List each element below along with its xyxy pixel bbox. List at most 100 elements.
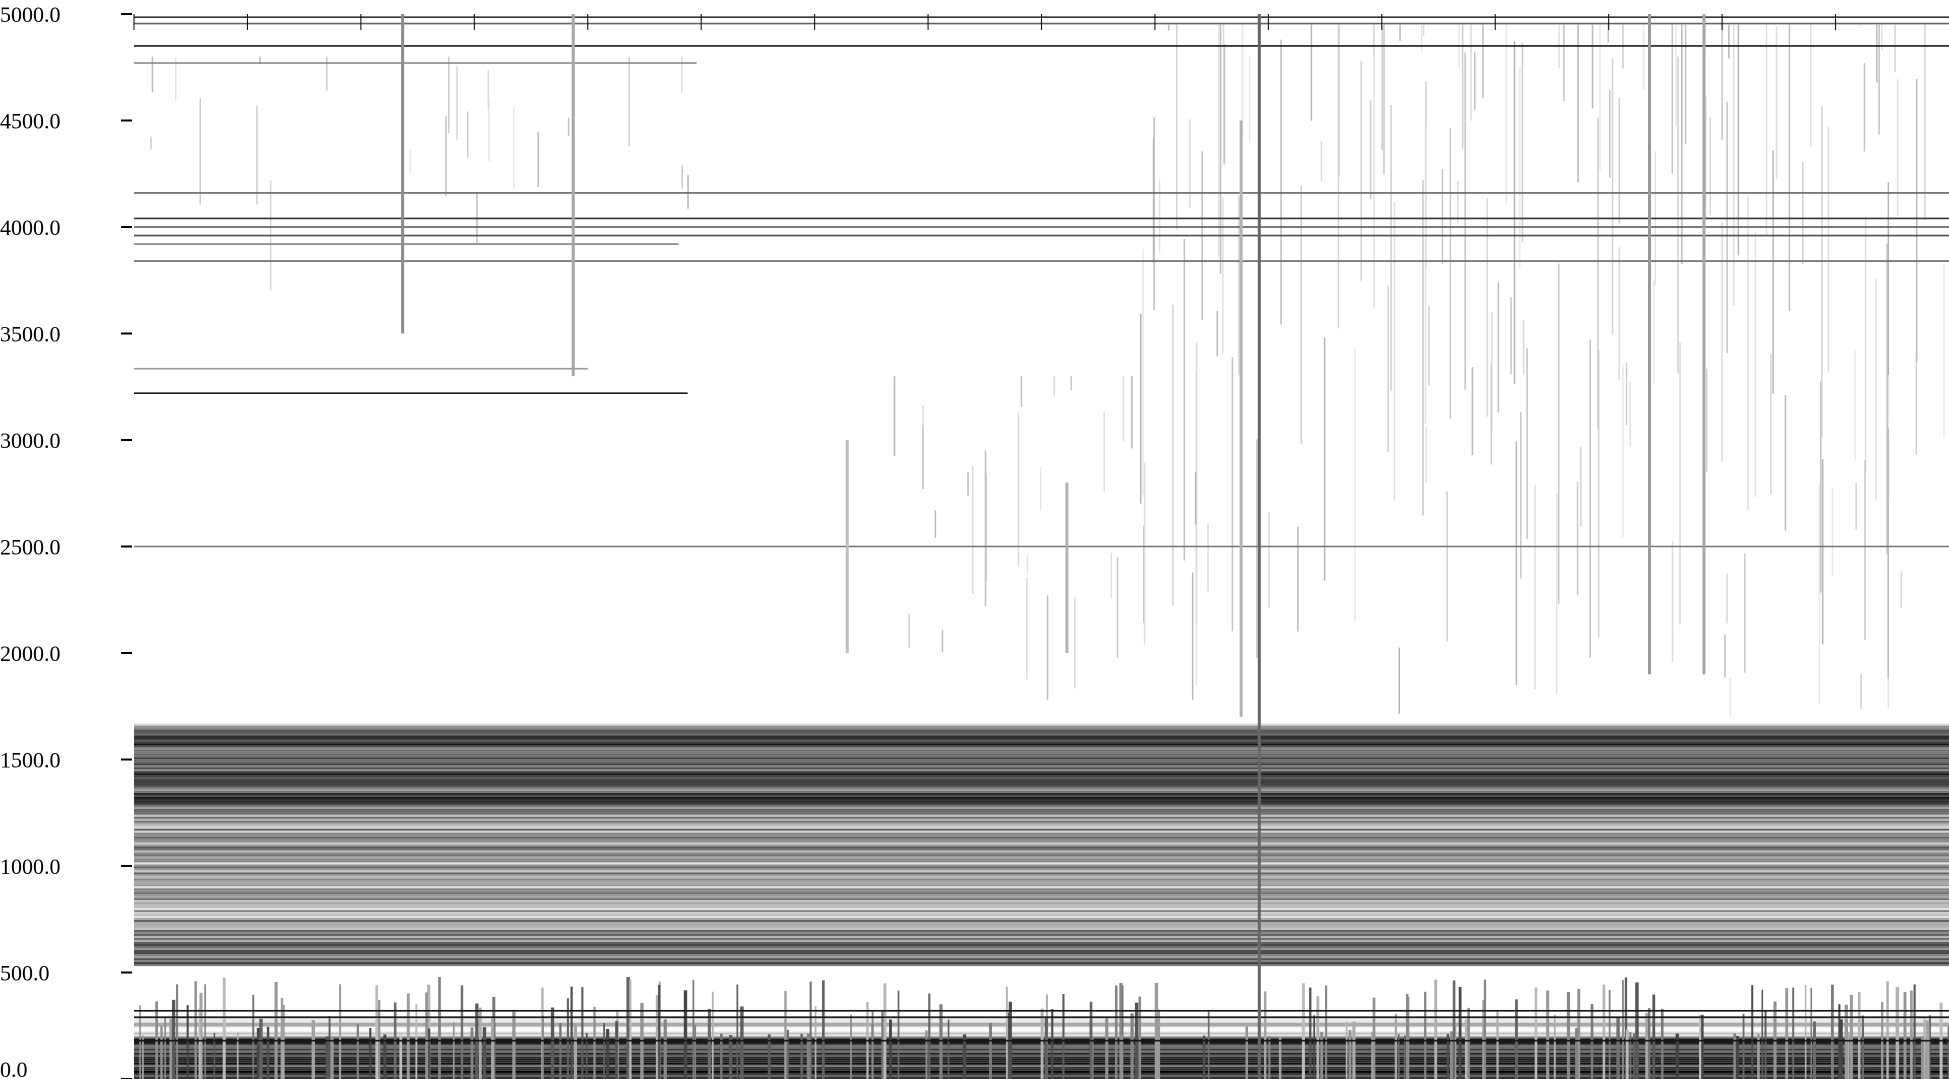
heatmap-cell-streak [1875, 278, 1877, 501]
heatmap-cell-streak [1062, 994, 1065, 1079]
heatmap-cell-streak [1839, 1019, 1843, 1079]
heatmap-cell-streak [1602, 984, 1606, 1079]
heatmap-cell-streak [1616, 1017, 1620, 1079]
y-tick-label: 3500.0 [0, 322, 61, 347]
heatmap-cell-row [134, 788, 1949, 791]
heatmap-cell-streak [1534, 484, 1536, 690]
heatmap-cell-row [134, 860, 1949, 863]
heatmap-cell-streak [1446, 1033, 1450, 1079]
heatmap-cell-streak [1855, 482, 1857, 530]
heatmap-cell-streak [1422, 24, 1425, 37]
heatmap-cell-streak [1183, 238, 1186, 561]
heatmap-cell-row [134, 800, 1949, 803]
heatmap-cell-row [134, 919, 1949, 922]
heatmap-vertical-lines [401, 14, 1706, 1079]
heatmap-cell-streak [1555, 493, 1558, 695]
heatmap-cell-streak [1381, 25, 1383, 150]
heatmap-cell-streak [1887, 182, 1890, 414]
heatmap-cell-streak [784, 990, 787, 1079]
heatmap-cell-streak [1497, 282, 1500, 413]
heatmap-cell-streak [482, 1027, 487, 1079]
heatmap-cell-streak [1886, 981, 1889, 1079]
heatmap-cell-streak [1943, 264, 1945, 438]
heatmap-cell-row [134, 731, 1949, 734]
heatmap-cell-row [134, 757, 1949, 760]
heatmap-cell-streak [1337, 24, 1340, 329]
heatmap-cell-streak [1195, 342, 1198, 624]
heatmap-cell-streak [356, 1023, 359, 1079]
heatmap-horizontal-lines [134, 16, 1949, 1042]
heatmap-cell-streak [1428, 306, 1430, 386]
heatmap-cell-streak [1878, 24, 1880, 135]
heatmap-cell-streak [1947, 1026, 1949, 1079]
heatmap-cell-streak [1770, 353, 1772, 495]
heatmap-cell-streak [1323, 337, 1326, 581]
heatmap-cell-streak [1660, 1008, 1664, 1079]
heatmap-cell-row [134, 808, 1949, 811]
heatmap-cell-streak [1280, 39, 1282, 325]
heatmap-cell-streak [1403, 1035, 1406, 1079]
heatmap-cell-streak [1130, 1013, 1134, 1079]
heatmap-cell-streak [800, 1033, 803, 1079]
heatmap-cell-streak [1597, 117, 1599, 430]
heatmap-cell-row [134, 939, 1949, 942]
heatmap-cell-streak [1482, 24, 1484, 99]
heatmap-cell-streak [445, 116, 447, 197]
heatmap-cell-streak [1207, 1011, 1210, 1079]
heatmap-cell-streak [1070, 376, 1072, 391]
y-tick-label: 5000.0 [0, 2, 61, 27]
heatmap-cell-row [134, 954, 1949, 957]
heatmap-cell-row [134, 769, 1949, 772]
heatmap-cell-streak [615, 1021, 619, 1079]
heatmap-cell-streak [871, 1010, 874, 1079]
heatmap-cell-row [134, 892, 1949, 895]
heatmap-cell-streak [1747, 195, 1749, 511]
heatmap-cell-streak [1167, 24, 1170, 31]
heatmap-cell-streak [542, 1015, 544, 1079]
heatmap-cell-row [134, 868, 1949, 871]
heatmap-cell-streak [1143, 526, 1145, 623]
heatmap-cell-streak [1245, 1026, 1249, 1079]
heatmap-cell-streak [683, 990, 688, 1079]
heatmap-cell-streak [1424, 991, 1427, 1079]
heatmap-cell-streak [425, 992, 428, 1079]
heatmap-cell-streak [1369, 100, 1372, 200]
heatmap-cell-row [134, 816, 1949, 819]
heatmap-cell-streak [989, 1022, 992, 1079]
heatmap-cell-streak [1929, 1015, 1931, 1079]
heatmap-cell-row [134, 737, 1949, 740]
heatmap-cell-row [134, 840, 1949, 843]
heatmap-cell-streak [325, 1036, 329, 1079]
heatmap-cell-streak [1313, 1015, 1315, 1079]
heatmap-cell-streak [1553, 1014, 1556, 1079]
heatmap-cell-streak [1589, 339, 1591, 658]
heatmap-cell-streak [1772, 150, 1774, 394]
heatmap-cell-row [134, 912, 1949, 915]
heatmap-cell-streak [1534, 987, 1538, 1079]
heatmap-cell-streak [1864, 216, 1867, 472]
heatmap-cell-streak [1399, 24, 1401, 41]
heatmap-cell-streak [925, 1030, 928, 1079]
heatmap-cell-streak [573, 1023, 578, 1079]
heatmap-cell-row [134, 958, 1949, 961]
heatmap-cell-streak [1241, 24, 1244, 135]
heatmap-cell-streak [1345, 1021, 1348, 1079]
heatmap-cell-row [134, 804, 1949, 807]
heatmap-cell-streak [1191, 572, 1194, 700]
y-tick-label: 500.0 [0, 961, 50, 986]
heatmap-cell-streak [550, 1007, 555, 1079]
heatmap-cell-streak [566, 998, 569, 1079]
heatmap-cell-streak [488, 100, 490, 162]
heatmap-cell-streak [171, 999, 176, 1079]
heatmap-cell-streak [814, 1006, 817, 1079]
heatmap-cell-row [134, 822, 1949, 825]
heatmap-cell-streak [1624, 977, 1628, 1079]
heatmap-cell-streak [692, 979, 695, 1079]
heatmap-cell-streak [593, 1006, 596, 1079]
heatmap-cell-streak [1801, 162, 1804, 265]
heatmap-cell-streak [1924, 24, 1926, 221]
heatmap-cell-streak [1590, 1004, 1594, 1079]
heatmap-cell-streak [1219, 24, 1222, 274]
heatmap-cell-streak [1153, 117, 1155, 311]
heatmap-cell-streak [1263, 991, 1267, 1079]
